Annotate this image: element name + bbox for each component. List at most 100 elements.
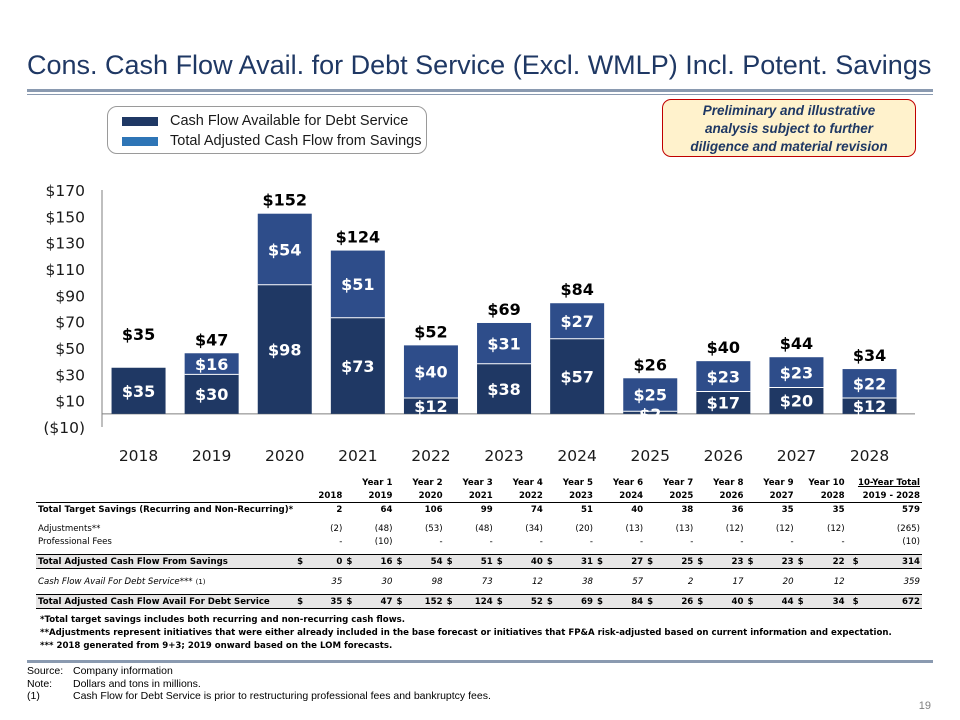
table-row-label: Professional Fees (38, 536, 112, 547)
table-cell: $0 (295, 554, 345, 569)
x-tick-label: 2025 (631, 447, 670, 465)
bar-savings (330, 250, 385, 318)
table-cell: - (489, 536, 493, 547)
y-tick-label: $130 (46, 235, 85, 253)
x-tick-label: 2023 (484, 447, 523, 465)
table-row-cfads: Cash Flow Avail For Debt Service*** (1) 35… (36, 575, 922, 588)
y-tick-label: $150 (46, 208, 85, 226)
data-label-cfads: $35 (122, 382, 155, 401)
table-cell: 64 (380, 504, 393, 515)
legend-item-savings: Total Adjusted Cash Flow from Savings (122, 132, 421, 150)
table-header-cell: Year 9 (763, 477, 794, 488)
table-cell: - (439, 536, 443, 547)
table-cell: 98 (431, 576, 443, 587)
table-cell: (20) (575, 523, 594, 534)
table-row-adjusted-savings: Total Adjusted Cash Flow From Savings $0 $… (36, 554, 922, 569)
bar-savings (477, 322, 532, 364)
x-tick-label: 2022 (411, 447, 450, 465)
table-header-cell: Year 8 (713, 477, 744, 488)
x-tick-label: 2028 (850, 447, 889, 465)
data-label-savings: $27 (560, 312, 593, 331)
y-tick-label: $70 (55, 314, 85, 332)
y-tick-label: $90 (55, 287, 85, 305)
table-cell: 73 (481, 576, 493, 587)
data-label-cfads: $17 (707, 394, 740, 413)
table-cell: 57 (632, 576, 644, 587)
table-cell: $124 (444, 594, 495, 609)
data-label-cfads: $12 (414, 397, 447, 416)
data-label-savings: $0 (127, 349, 149, 368)
table-cell: $27 (595, 554, 646, 569)
data-label-total: $52 (414, 322, 447, 341)
data-label-total: $152 (262, 191, 307, 210)
data-label-cfads: $38 (487, 380, 520, 399)
table-header-cell: Year 6 (612, 477, 644, 488)
data-label-total: $84 (560, 280, 593, 299)
bar-savings (623, 378, 678, 412)
table-cell: 51 (581, 504, 594, 515)
table-cell: 106 (424, 504, 443, 515)
table-cell: $25 (645, 554, 696, 569)
table-cell: $40 (494, 554, 545, 569)
source-key: Source: (27, 665, 64, 677)
footnote-line: (1) Cash Flow for Debt Service is prior t… (27, 690, 491, 703)
table-cell: 99 (480, 504, 493, 515)
table-header-cell: 2023 (544, 489, 596, 503)
table-footnotes: *Total target savings includes both recu… (40, 614, 892, 653)
table-cell: (12) (826, 523, 845, 534)
table-cell: 38 (582, 576, 594, 587)
legend-swatch-cfads (122, 116, 158, 126)
stacked-bar-chart: $170 $150 $130 $110 $90 $70 $50 $30 $10 ($10) $35 $… (43, 182, 915, 465)
table-cell: $34 (795, 594, 847, 609)
table-cell: 36 (731, 504, 744, 515)
x-tick-label: 2018 (119, 447, 158, 465)
table-row-total-cfads: Total Adjusted Cash Flow Avail For Debt … (36, 594, 922, 609)
data-label-total: $124 (336, 228, 381, 247)
table-row-label: Total Adjusted Cash Flow Avail For Debt … (36, 594, 296, 609)
data-label-savings: $25 (634, 386, 667, 405)
data-label-cfads: $20 (780, 392, 813, 411)
table-cell: $23 (745, 554, 796, 569)
note-key: Note: (27, 677, 53, 690)
table-row-label: Cash Flow Avail For Debt Service*** (1) (38, 576, 206, 587)
bar-savings (550, 303, 605, 339)
bar-cfads (477, 363, 532, 414)
table-row-label: Total Adjusted Cash Flow From Savings (36, 554, 296, 569)
data-label-savings: $23 (707, 367, 740, 386)
bar-cfads (696, 391, 751, 414)
bar-cfads (257, 284, 312, 414)
table-header-years: Year 1 Year 2 Year 3 Year 4 Year 5 Year … (36, 476, 922, 489)
table-header-cell: Year 5 (562, 477, 594, 488)
data-label-total: $40 (707, 338, 740, 357)
table-cell: $54 (394, 554, 445, 569)
x-tick-label: 2021 (338, 447, 377, 465)
page-number: 19 (918, 700, 931, 712)
table-header-cell: Year 2 (412, 477, 443, 488)
source-text: Company information (73, 665, 173, 677)
table-header-cell: Year 3 (462, 477, 493, 488)
table-cell: 359 (903, 576, 920, 587)
table-cell: - (690, 536, 694, 547)
table-cell: - (539, 536, 543, 547)
y-tick-label: $10 (55, 393, 85, 411)
table-cell: $672 (846, 594, 922, 609)
data-label-savings: $22 (853, 375, 886, 394)
page-title: Cons. Cash Flow Avail. for Debt Service … (27, 50, 932, 80)
table-header-calendar: 2018 2019 2020 2021 2022 2023 2024 2025 … (36, 489, 922, 503)
savings-table: Year 1 Year 2 Year 3 Year 4 Year 5 Year … (36, 476, 922, 609)
table-cell: $35 (295, 594, 345, 609)
table-header-cell: 2026 (695, 489, 746, 503)
data-label-cfads: $30 (195, 385, 228, 404)
table-cell: 17 (732, 576, 744, 587)
table-header-cell: 2018 (295, 489, 345, 503)
table-cell: $40 (695, 594, 746, 609)
data-label-total: $44 (780, 334, 813, 353)
table-cell: $51 (444, 554, 495, 569)
table-cell: (10) (902, 536, 920, 547)
data-label-savings: $16 (195, 355, 228, 374)
table-row-target-savings: Total Target Savings (Recurring and Non-… (36, 503, 922, 517)
disclaimer-line-3: diligence and material revision (690, 139, 888, 154)
legend-item-cfads: Cash Flow Available for Debt Service (122, 112, 408, 130)
table-cell: 12 (531, 576, 543, 587)
y-tick-label: ($10) (43, 419, 85, 437)
